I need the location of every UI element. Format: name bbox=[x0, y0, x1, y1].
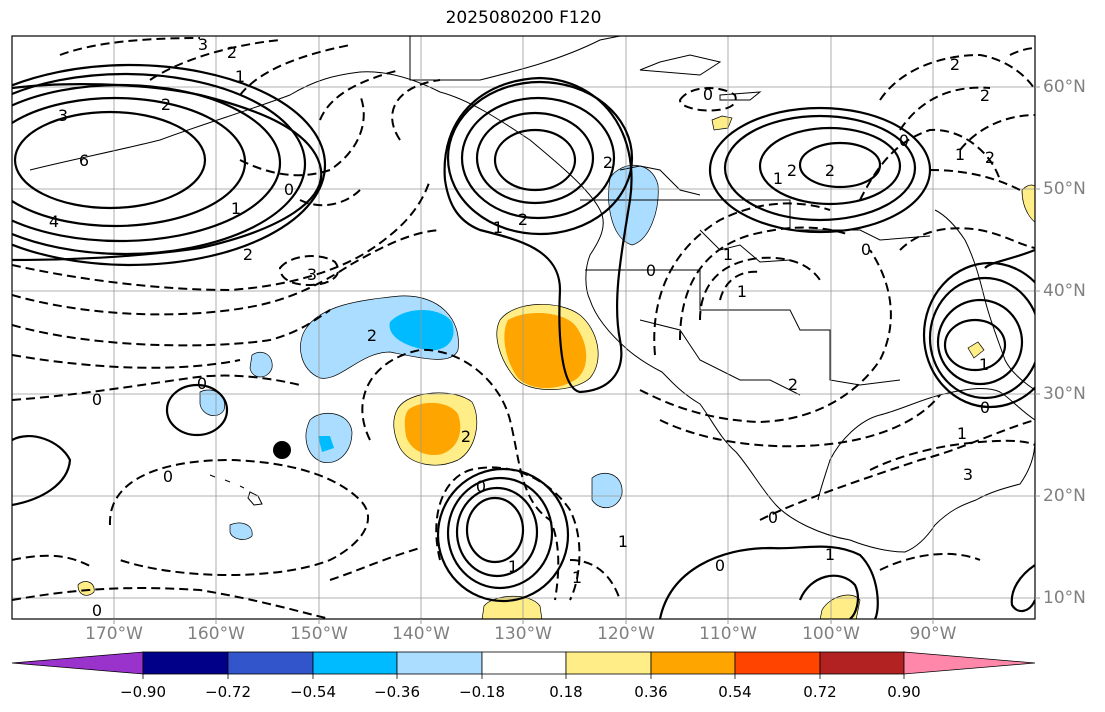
contour-label: 0 bbox=[646, 261, 656, 280]
contour-label: 1 bbox=[957, 424, 967, 443]
colorbar-tick-label: 0.36 bbox=[634, 683, 668, 701]
colorbar-tick-label: 0.72 bbox=[803, 683, 837, 701]
contour-label: 0 bbox=[980, 398, 990, 417]
contour-label: 2 bbox=[787, 161, 797, 180]
negative-contours bbox=[12, 37, 1035, 619]
colorbar-extend-high bbox=[903, 651, 1036, 675]
contour-label: 0 bbox=[768, 508, 778, 527]
colorbar-tick-label: 0.54 bbox=[718, 683, 752, 701]
colorbar bbox=[11, 651, 1036, 679]
contour-label: 2 bbox=[461, 427, 471, 446]
lat-label: 40°N bbox=[1043, 281, 1086, 301]
colorbar-bin bbox=[227, 651, 314, 675]
contour-label: 1 bbox=[508, 557, 518, 576]
axis-ticks bbox=[113, 86, 1040, 624]
contour-label: 2 bbox=[367, 326, 377, 345]
lon-label: 170°W bbox=[85, 624, 143, 644]
contour-label: 1 bbox=[572, 568, 582, 587]
contour-label: 1 bbox=[493, 218, 503, 237]
contour-label: 2 bbox=[227, 43, 237, 62]
contour-label: 1 bbox=[231, 199, 241, 218]
map-panel bbox=[12, 36, 1035, 619]
colorbar-bin bbox=[650, 651, 736, 675]
contour-label: 3 bbox=[307, 265, 317, 284]
contour-label: 1 bbox=[618, 532, 628, 551]
contour-label: 2 bbox=[243, 245, 253, 264]
colorbar-bin bbox=[481, 651, 567, 675]
colorbar-tick-label: −0.72 bbox=[205, 683, 251, 701]
contour-label: 1 bbox=[723, 245, 733, 264]
contour-label: 0 bbox=[284, 180, 294, 199]
contour-label: 2 bbox=[161, 95, 171, 114]
lon-label: 100°W bbox=[802, 624, 860, 644]
contour-label: 0 bbox=[899, 131, 909, 150]
lat-label: 10°N bbox=[1043, 588, 1086, 608]
colorbar-bin bbox=[396, 651, 483, 675]
map-title: 2025080200 F120 bbox=[445, 8, 602, 28]
colorbar-bin bbox=[819, 651, 905, 675]
lon-label: 150°W bbox=[290, 624, 348, 644]
contour-label: 1 bbox=[773, 169, 783, 188]
contour-label: 0 bbox=[476, 477, 486, 496]
contour-label: 4 bbox=[49, 212, 59, 231]
contour-label: 0 bbox=[92, 601, 102, 620]
lat-label: 50°N bbox=[1043, 179, 1086, 199]
colorbar-tick-label: 0.90 bbox=[887, 683, 921, 701]
contour-label: 3 bbox=[963, 465, 973, 484]
colorbar-tick-label: −0.36 bbox=[374, 683, 420, 701]
contour-label: 0 bbox=[197, 374, 207, 393]
contour-label: 2 bbox=[788, 375, 798, 394]
colorbar-tick-label: −0.18 bbox=[459, 683, 505, 701]
contour-label: 0 bbox=[715, 556, 725, 575]
contour-label: 6 bbox=[79, 151, 89, 170]
contour-label: 1 bbox=[825, 545, 835, 564]
contour-label: 1 bbox=[235, 67, 245, 86]
contour-label: 2 bbox=[980, 86, 990, 105]
contour-label: 1 bbox=[737, 282, 747, 301]
lon-label: 120°W bbox=[597, 624, 655, 644]
contour-label: 2 bbox=[985, 148, 995, 167]
colorbar-extend-low bbox=[11, 651, 144, 675]
contour-label: 0 bbox=[92, 390, 102, 409]
contour-label: 2 bbox=[950, 55, 960, 74]
lon-label: 140°W bbox=[392, 624, 450, 644]
contour-label: 2 bbox=[825, 161, 835, 180]
lon-label: 160°W bbox=[187, 624, 245, 644]
contour-label: 3 bbox=[198, 35, 208, 54]
contour-label: 2 bbox=[518, 210, 528, 229]
colorbar-bin bbox=[565, 651, 652, 675]
contour-label: 0 bbox=[163, 467, 173, 486]
lon-label: 130°W bbox=[494, 624, 552, 644]
contour-label: 2 bbox=[603, 153, 613, 172]
location-marker bbox=[273, 441, 291, 459]
positive-contours bbox=[12, 63, 1035, 619]
contour-labels: 3 2 1 3 2 6 4 0 1 2 3 2 0 0 0 0 2 1 2 2 … bbox=[49, 35, 995, 620]
contour-label: 0 bbox=[861, 240, 871, 259]
contour-label: 0 bbox=[703, 85, 713, 104]
lon-label: 90°W bbox=[909, 624, 957, 644]
shaded-fields bbox=[77, 115, 1035, 619]
colorbar-tick-label: 0.18 bbox=[549, 683, 583, 701]
colorbar-tick-label: −0.54 bbox=[290, 683, 336, 701]
lat-label: 60°N bbox=[1043, 77, 1086, 97]
contour-label: 3 bbox=[58, 106, 68, 125]
lon-label: 110°W bbox=[699, 624, 757, 644]
lat-label: 30°N bbox=[1043, 384, 1086, 404]
colorbar-bin bbox=[142, 651, 229, 675]
colorbar-tick-label: −0.90 bbox=[120, 683, 166, 701]
contour-label: 1 bbox=[955, 145, 965, 164]
colorbar-bin bbox=[734, 651, 821, 675]
contour-label: 1 bbox=[979, 355, 989, 374]
colorbar-bin bbox=[312, 651, 398, 675]
lat-label: 20°N bbox=[1043, 486, 1086, 506]
